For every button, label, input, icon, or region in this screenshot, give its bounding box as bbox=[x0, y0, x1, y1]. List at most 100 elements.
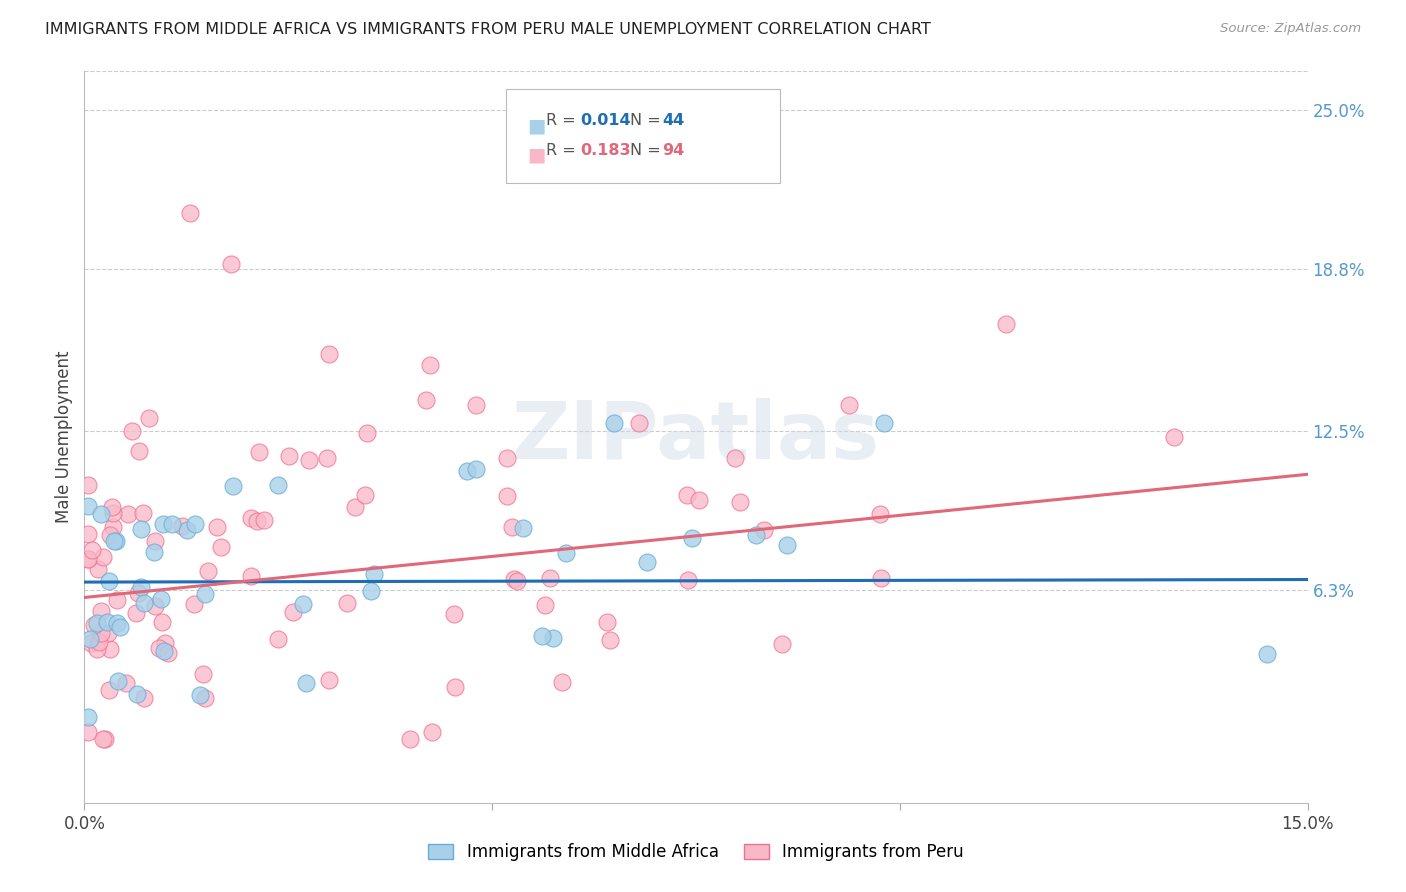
Point bbox=[97, 682, 120, 697]
Point bbox=[150, 615, 173, 629]
Point bbox=[770, 637, 793, 651]
Point bbox=[415, 393, 437, 408]
Point bbox=[336, 596, 359, 610]
Point bbox=[105, 593, 128, 607]
Point bbox=[247, 445, 270, 459]
Point bbox=[176, 523, 198, 537]
Point bbox=[316, 450, 339, 465]
Point bbox=[183, 517, 205, 532]
Point bbox=[86, 642, 108, 657]
Point bbox=[97, 574, 120, 588]
Point bbox=[505, 574, 527, 589]
Point bbox=[150, 592, 173, 607]
Point bbox=[107, 673, 129, 688]
Point bbox=[100, 528, 122, 542]
Text: IMMIGRANTS FROM MIDDLE AFRICA VS IMMIGRANTS FROM PERU MALE UNEMPLOYMENT CORRELAT: IMMIGRANTS FROM MIDDLE AFRICA VS IMMIGRA… bbox=[45, 22, 931, 37]
Point bbox=[125, 687, 148, 701]
Point bbox=[80, 636, 103, 650]
Point bbox=[129, 522, 152, 536]
Point bbox=[723, 451, 745, 466]
Point bbox=[253, 513, 276, 527]
Point bbox=[101, 520, 124, 534]
Point bbox=[219, 257, 242, 271]
Point bbox=[152, 517, 174, 532]
Point bbox=[530, 629, 553, 643]
Point bbox=[603, 416, 626, 430]
Text: ■: ■ bbox=[527, 116, 546, 135]
Point bbox=[96, 615, 118, 630]
Point bbox=[838, 398, 860, 412]
Point bbox=[599, 632, 621, 647]
Point bbox=[86, 616, 108, 631]
Point bbox=[554, 546, 576, 560]
Point bbox=[267, 632, 290, 646]
Point bbox=[994, 317, 1017, 331]
Text: R =: R = bbox=[546, 143, 581, 158]
Point bbox=[398, 731, 420, 746]
Point bbox=[541, 631, 564, 645]
Point bbox=[688, 492, 710, 507]
Point bbox=[627, 416, 650, 430]
Text: Source: ZipAtlas.com: Source: ZipAtlas.com bbox=[1220, 22, 1361, 36]
Point bbox=[128, 444, 150, 458]
Text: ■: ■ bbox=[527, 145, 546, 164]
Point bbox=[132, 506, 155, 520]
Point bbox=[83, 618, 105, 632]
Point bbox=[869, 507, 891, 521]
Point bbox=[354, 488, 377, 502]
Point bbox=[90, 604, 112, 618]
Point bbox=[77, 478, 100, 492]
Point bbox=[538, 571, 561, 585]
Point bbox=[153, 636, 176, 650]
Point bbox=[77, 725, 100, 739]
Point bbox=[77, 551, 100, 566]
Point bbox=[105, 533, 128, 548]
Point bbox=[91, 549, 114, 564]
Point bbox=[496, 489, 519, 503]
Point bbox=[344, 500, 367, 514]
Point bbox=[356, 425, 378, 440]
Point bbox=[266, 478, 288, 492]
Point bbox=[551, 675, 574, 690]
Point bbox=[138, 411, 160, 425]
Point bbox=[101, 506, 124, 520]
Point bbox=[117, 508, 139, 522]
Point bbox=[512, 521, 534, 535]
Point bbox=[132, 596, 155, 610]
Point bbox=[420, 725, 443, 739]
Point bbox=[143, 544, 166, 558]
Point bbox=[188, 688, 211, 702]
Point bbox=[91, 731, 114, 746]
Point bbox=[98, 642, 121, 657]
Point bbox=[636, 555, 658, 569]
Point bbox=[103, 534, 125, 549]
Point bbox=[443, 680, 465, 694]
Point bbox=[1256, 647, 1278, 661]
Text: N =: N = bbox=[630, 143, 666, 158]
Point bbox=[752, 523, 775, 537]
Point bbox=[464, 462, 486, 476]
Point bbox=[87, 562, 110, 576]
Point bbox=[318, 673, 340, 687]
Point bbox=[197, 564, 219, 578]
Point bbox=[193, 691, 215, 706]
Point bbox=[77, 552, 100, 566]
Point bbox=[172, 518, 194, 533]
Point bbox=[97, 626, 120, 640]
Point bbox=[277, 450, 299, 464]
Text: 44: 44 bbox=[662, 113, 685, 128]
Text: 0.183: 0.183 bbox=[581, 143, 631, 158]
Point bbox=[1163, 430, 1185, 444]
Point bbox=[80, 543, 103, 558]
Point bbox=[464, 398, 486, 412]
Point bbox=[121, 425, 143, 439]
Point bbox=[870, 571, 893, 585]
Point bbox=[872, 416, 894, 430]
Point bbox=[283, 605, 305, 619]
Point bbox=[501, 520, 523, 534]
Text: ZIPatlas: ZIPatlas bbox=[512, 398, 880, 476]
Point bbox=[419, 359, 441, 373]
Point bbox=[108, 620, 131, 634]
Text: 94: 94 bbox=[662, 143, 685, 158]
Point bbox=[156, 647, 179, 661]
